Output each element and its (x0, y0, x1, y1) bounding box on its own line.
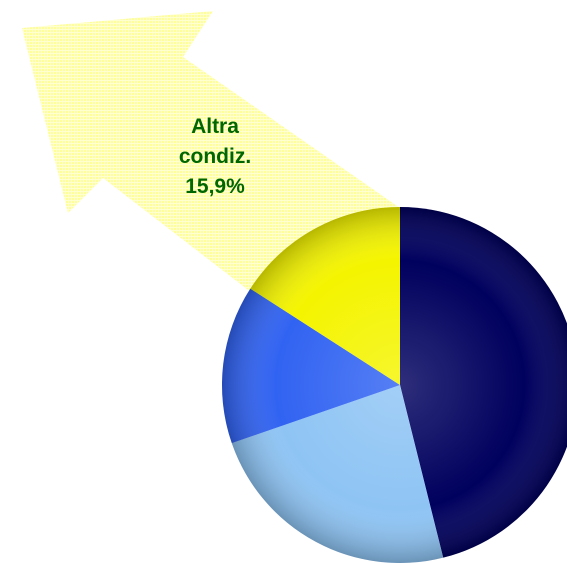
pie (222, 207, 567, 563)
slice-label: Altra condiz. 15,9% (150, 112, 280, 202)
label-box: Altra condiz. 15,9% (150, 112, 280, 202)
category-label: Altra condiz. (178, 115, 252, 168)
value-label: 15,9% (185, 175, 245, 198)
labels: Altra condiz. 15,9% (150, 112, 280, 202)
